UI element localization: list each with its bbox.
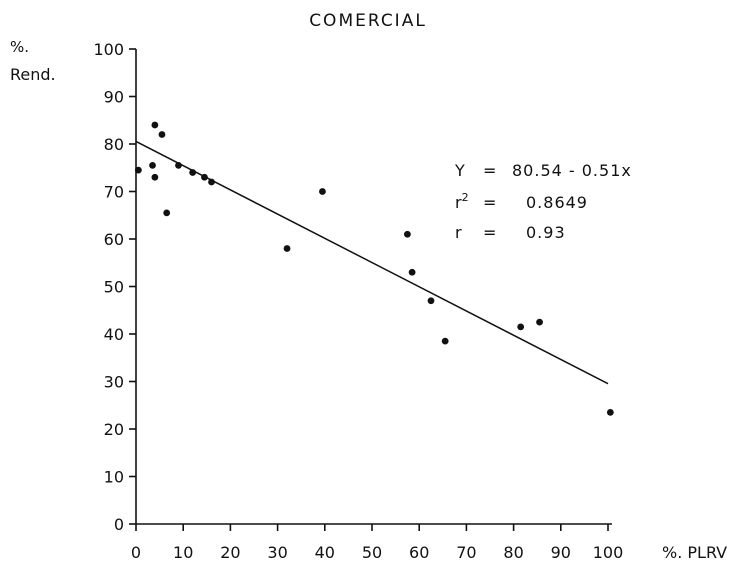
y-tick-label: 20: [104, 420, 124, 439]
y-tick-label: 10: [104, 468, 124, 487]
y-tick-label: 50: [104, 278, 124, 297]
data-point: [319, 188, 326, 195]
equation-rhs: 80.54 - 0.51x: [512, 161, 632, 180]
y-tick-label: 30: [104, 373, 124, 392]
y-tick-label: 70: [104, 183, 124, 202]
data-point: [175, 161, 182, 169]
data-point: [208, 178, 215, 186]
r-squared-label: r2: [455, 191, 469, 212]
data-point: [427, 297, 435, 305]
x-axis-label: %. PLRV: [662, 543, 727, 562]
equation-equals: =: [483, 161, 496, 180]
y-axis-ticks: 0 10 20 30 40 50 60 70 80 90 100: [93, 40, 136, 534]
equation-lhs: Y: [454, 161, 465, 180]
r-squared-equals: =: [483, 193, 496, 212]
r-squared-superscript: 2: [462, 191, 469, 204]
data-point: [606, 408, 614, 416]
r-equals: =: [483, 223, 496, 242]
data-point: [441, 337, 449, 345]
r-label: r: [455, 223, 462, 242]
y-tick-label: 40: [104, 325, 124, 344]
x-tick-label: 40: [315, 543, 335, 562]
data-point: [408, 268, 416, 276]
data-point: [189, 169, 197, 176]
x-tick-label: 60: [409, 543, 429, 562]
data-point: [283, 245, 291, 252]
data-point: [163, 209, 171, 217]
data-point: [151, 173, 159, 181]
data-point: [404, 230, 411, 238]
r-squared-value: 0.8649: [526, 193, 588, 212]
data-point: [151, 121, 159, 129]
x-tick-label: 80: [503, 543, 523, 562]
y-tick-label: 80: [104, 135, 124, 154]
r-value: 0.93: [526, 223, 566, 242]
data-points: [134, 121, 614, 416]
x-tick-label: 20: [220, 543, 240, 562]
x-tick-label: 0: [131, 543, 141, 562]
y-axis-label-line1: %.: [10, 38, 29, 56]
y-tick-label: 60: [104, 230, 124, 249]
data-point: [517, 323, 525, 331]
x-tick-label: 70: [456, 543, 476, 562]
x-tick-label: 90: [551, 543, 571, 562]
y-axis-label-line2: Rend.: [10, 65, 56, 84]
data-point: [134, 166, 142, 174]
y-tick-label: 90: [104, 88, 124, 107]
data-point: [149, 161, 156, 169]
r-squared-base: r: [455, 193, 462, 212]
y-tick-label: 100: [93, 40, 124, 59]
x-tick-label: 10: [173, 543, 193, 562]
x-tick-label: 30: [267, 543, 287, 562]
x-tick-label: 50: [362, 543, 382, 562]
y-tick-label: 0: [114, 515, 124, 534]
data-point: [201, 173, 208, 181]
x-tick-label: 100: [593, 543, 624, 562]
chart-title: COMERCIAL: [309, 11, 427, 31]
x-axis-ticks: 0 10 20 30 40 50 60 70 80 90 100: [131, 524, 623, 562]
data-point: [158, 131, 166, 138]
data-point: [536, 318, 543, 326]
